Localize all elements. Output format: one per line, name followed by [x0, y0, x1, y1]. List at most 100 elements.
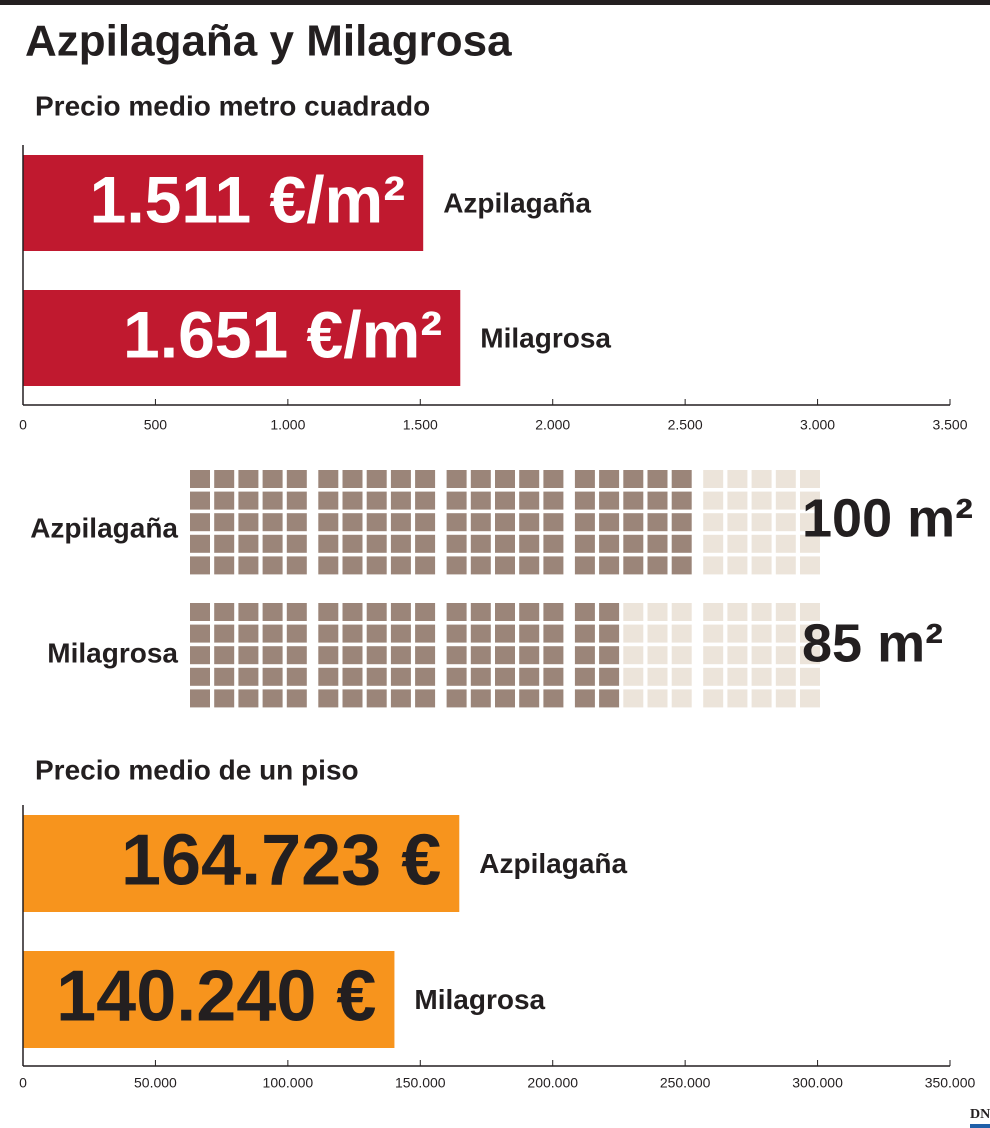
waffle-cell — [262, 513, 283, 532]
waffle-cell-empty — [775, 470, 796, 488]
waffle-cell — [366, 470, 387, 488]
waffle-cell — [415, 534, 436, 553]
waffle-cell-empty — [775, 534, 796, 553]
waffle-cell — [519, 513, 540, 532]
waffle-cell — [519, 667, 540, 686]
waffle-cell — [318, 556, 339, 575]
waffle-cell — [318, 646, 339, 665]
waffle-cell — [286, 513, 307, 532]
waffle-cell-empty — [800, 689, 820, 708]
waffle-cell — [647, 534, 668, 553]
waffle-cell — [599, 556, 620, 575]
category-label: Milagrosa — [47, 637, 178, 668]
waffle-cell — [519, 646, 540, 665]
waffle-cell — [470, 513, 491, 532]
waffle-cell — [342, 534, 363, 553]
waffle-cell-empty — [703, 491, 724, 510]
waffle-cell — [262, 470, 283, 488]
top-rule — [0, 0, 990, 5]
waffle-cell — [366, 689, 387, 708]
waffle-cell — [366, 534, 387, 553]
waffle-cell — [415, 624, 436, 643]
waffle-cell — [390, 534, 411, 553]
waffle-cell — [415, 689, 436, 708]
waffle-cell — [446, 534, 467, 553]
waffle-cell-empty — [727, 556, 748, 575]
waffle-cell — [214, 624, 235, 643]
waffle-cell — [342, 689, 363, 708]
waffle-cell-empty — [703, 470, 724, 488]
waffle-cell — [190, 689, 210, 708]
waffle-cell — [470, 646, 491, 665]
waffle-cell-empty — [623, 646, 644, 665]
bar — [23, 951, 395, 1048]
waffle-cell — [262, 491, 283, 510]
waffle-cell-empty — [727, 646, 748, 665]
waffle-cell-empty — [800, 491, 820, 510]
waffle-cell — [214, 603, 235, 621]
waffle-cell — [238, 603, 259, 621]
waffle-cell — [214, 513, 235, 532]
waffle-cell — [647, 491, 668, 510]
waffle — [190, 470, 692, 575]
waffle-cell-empty — [751, 556, 772, 575]
waffle-cell — [599, 667, 620, 686]
waffle-cell — [366, 491, 387, 510]
waffle-cell — [342, 470, 363, 488]
waffle-cell — [446, 689, 467, 708]
x-tick-label: 0 — [19, 1075, 27, 1091]
waffle-cell — [470, 534, 491, 553]
waffle-cell-empty — [775, 491, 796, 510]
waffle-cell — [366, 667, 387, 686]
waffle-cell — [415, 603, 436, 621]
waffle-cell — [286, 491, 307, 510]
waffle-cell — [342, 556, 363, 575]
waffle-cell — [446, 624, 467, 643]
bar — [23, 290, 461, 386]
waffle-cell-empty — [727, 624, 748, 643]
waffle-cell — [519, 603, 540, 621]
waffle-cell — [647, 470, 668, 488]
waffle-cell — [286, 470, 307, 488]
waffle-cell — [390, 556, 411, 575]
waffle-cell-empty — [647, 603, 668, 621]
waffle-cell — [671, 470, 692, 488]
waffle-cell-empty — [775, 603, 796, 621]
waffle-cell — [519, 624, 540, 643]
waffle-cell-empty — [727, 470, 748, 488]
waffle-cell — [574, 534, 595, 553]
waffle-cell — [190, 646, 210, 665]
waffle-cell-empty — [775, 624, 796, 643]
waffle-cell — [238, 624, 259, 643]
waffle-cell — [262, 556, 283, 575]
waffle-cell — [495, 513, 515, 532]
waffle-cell-empty — [727, 513, 748, 532]
value-label: 1.511 €/m² — [90, 162, 406, 236]
waffle-cell — [262, 689, 283, 708]
waffle-cell — [214, 646, 235, 665]
waffle-cell — [519, 534, 540, 553]
waffle-cell — [390, 667, 411, 686]
waffle-cell — [671, 491, 692, 510]
x-tick-label: 100.000 — [263, 1075, 314, 1091]
waffle-cell — [286, 689, 307, 708]
waffle-cell-empty — [751, 624, 772, 643]
waffle-cell-empty — [751, 534, 772, 553]
waffle-cell-empty — [751, 646, 772, 665]
logo-rule — [970, 1124, 990, 1128]
category-label: Azpilagaña — [30, 512, 178, 543]
waffle-cell — [543, 689, 564, 708]
waffle-cell-empty — [727, 491, 748, 510]
waffle-cell — [238, 689, 259, 708]
waffle-cell — [574, 491, 595, 510]
waffle-cell — [599, 689, 620, 708]
x-tick-label: 150.000 — [395, 1075, 446, 1091]
waffle-cell — [599, 491, 620, 510]
waffle-cell — [214, 556, 235, 575]
bar — [23, 155, 424, 251]
waffle-cell-empty — [703, 603, 724, 621]
logo: DN — [970, 1107, 990, 1122]
waffle-cell — [286, 556, 307, 575]
waffle-cell-empty — [751, 689, 772, 708]
